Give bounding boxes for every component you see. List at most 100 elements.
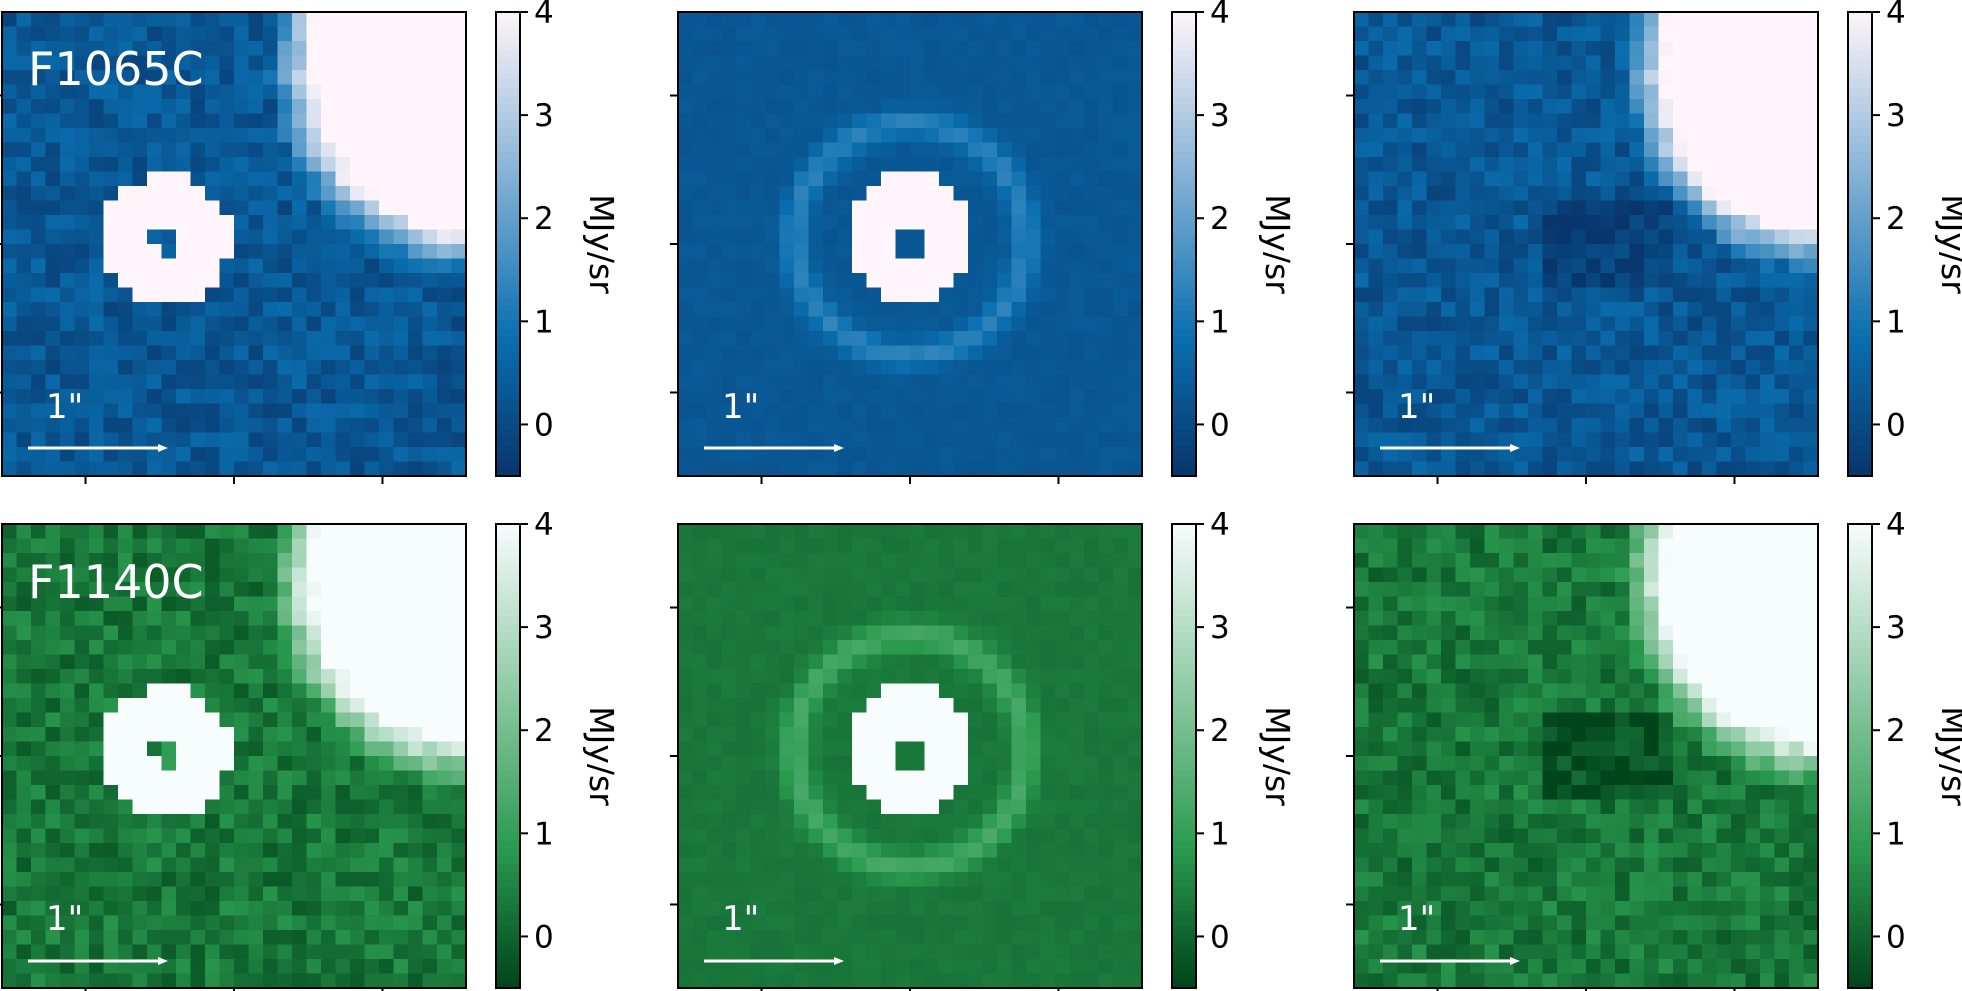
pixel xyxy=(707,403,722,419)
pixel xyxy=(31,799,46,815)
pixel xyxy=(939,70,954,85)
pixel xyxy=(1055,389,1070,404)
pixel xyxy=(707,287,722,303)
pixel xyxy=(277,316,293,332)
pixel xyxy=(379,712,394,728)
pixel xyxy=(292,669,307,684)
pixel xyxy=(147,727,162,742)
colorbar-segment xyxy=(496,414,520,423)
pixel xyxy=(335,901,351,916)
pixel xyxy=(176,640,191,655)
pixel xyxy=(1127,128,1143,143)
pixel xyxy=(1098,26,1114,42)
pixel xyxy=(16,959,32,974)
pixel xyxy=(1397,403,1413,419)
pixel xyxy=(736,403,751,419)
pixel xyxy=(765,186,780,201)
pixel xyxy=(118,524,133,539)
pixel xyxy=(89,698,104,713)
pixel xyxy=(794,200,809,216)
pixel xyxy=(219,12,235,27)
pixel xyxy=(910,741,925,757)
pixel xyxy=(74,12,90,27)
pixel xyxy=(248,973,264,989)
pixel xyxy=(1084,611,1099,626)
pixel xyxy=(190,669,206,684)
pixel xyxy=(750,374,766,390)
pixel xyxy=(1600,273,1616,288)
colorbar-segment xyxy=(1172,360,1196,369)
pixel xyxy=(205,654,220,670)
pixel xyxy=(147,698,162,713)
pixel xyxy=(866,756,882,771)
pixel xyxy=(808,727,824,742)
pixel xyxy=(808,698,824,713)
pixel xyxy=(306,113,322,129)
pixel xyxy=(277,200,293,216)
pixel xyxy=(263,113,278,129)
pixel xyxy=(292,12,307,27)
pixel xyxy=(364,785,380,800)
pixel xyxy=(1069,345,1085,361)
colorbar-segment xyxy=(1848,189,1872,199)
pixel xyxy=(277,930,293,945)
colorbar-segment xyxy=(496,632,520,641)
colorbar-segment xyxy=(496,189,520,199)
pixel xyxy=(1383,432,1398,448)
pixel xyxy=(31,959,46,974)
colorbar-segment xyxy=(496,547,520,556)
pixel xyxy=(823,567,838,583)
pixel xyxy=(321,886,336,902)
pixel xyxy=(678,70,693,85)
pixel xyxy=(335,244,351,259)
pixel xyxy=(910,142,925,158)
pixel xyxy=(968,316,983,332)
colorbar-segment xyxy=(1848,50,1872,59)
pixel xyxy=(408,596,423,612)
pixel xyxy=(1745,229,1761,245)
pixel xyxy=(277,302,293,317)
pixel xyxy=(89,901,104,916)
pixel xyxy=(1098,432,1114,448)
pixel xyxy=(692,596,708,612)
pixel xyxy=(852,99,867,114)
pixel xyxy=(765,26,780,42)
pixel xyxy=(1055,70,1070,85)
pixel xyxy=(953,70,969,85)
pixel xyxy=(437,461,452,477)
colorbar-segment xyxy=(496,887,520,896)
pixel xyxy=(808,157,824,172)
pixel xyxy=(45,273,61,288)
pixel xyxy=(707,567,722,583)
pixel xyxy=(939,128,954,143)
colorbar-segment xyxy=(496,918,520,927)
pixel xyxy=(1484,186,1500,201)
pixel xyxy=(176,669,191,684)
colorbar-segment xyxy=(1848,35,1872,44)
pixel xyxy=(350,302,365,317)
pixel xyxy=(248,287,264,303)
pixel xyxy=(1716,229,1732,245)
pixel xyxy=(60,785,75,800)
pixel xyxy=(219,461,235,477)
pixel xyxy=(1760,215,1775,230)
pixel xyxy=(1499,345,1514,361)
pixel xyxy=(939,625,954,641)
pixel xyxy=(16,331,32,346)
pixel xyxy=(866,186,882,201)
pixel xyxy=(823,669,838,684)
pixel xyxy=(1789,113,1804,129)
pixel xyxy=(750,316,766,332)
pixel xyxy=(1055,640,1070,655)
pixel xyxy=(982,70,998,85)
pixel xyxy=(721,698,737,713)
colorbar-segment xyxy=(496,128,520,137)
pixel xyxy=(1760,302,1775,317)
pixel xyxy=(379,973,394,989)
pixel xyxy=(1026,55,1041,71)
pixel xyxy=(953,287,969,303)
pixel xyxy=(335,654,351,670)
pixel xyxy=(1789,128,1804,143)
pixel xyxy=(248,712,264,728)
